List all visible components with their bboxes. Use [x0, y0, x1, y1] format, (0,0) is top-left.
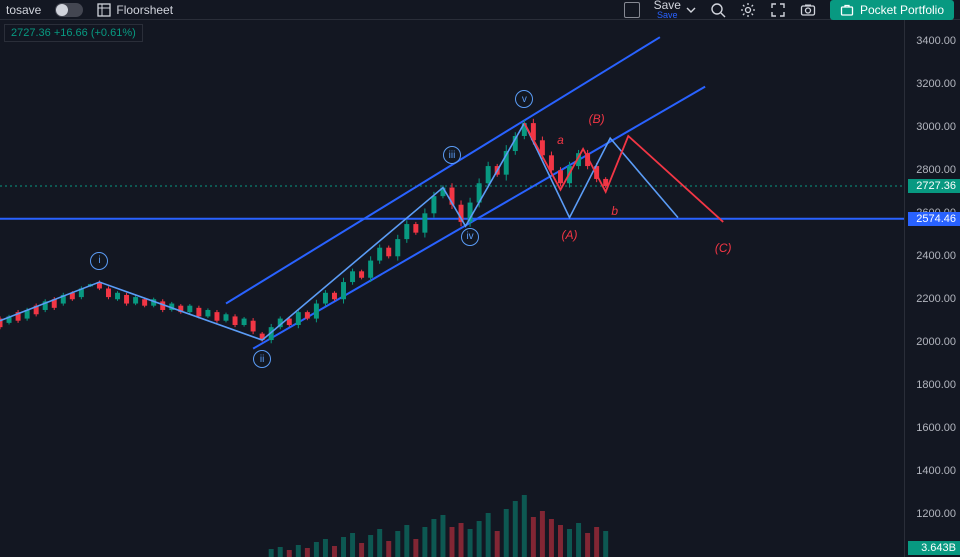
ticker-pct: (+0.61%) — [91, 27, 136, 39]
settings-icon[interactable] — [740, 2, 756, 18]
price-tick: 1800.00 — [916, 379, 956, 391]
chart-svg — [0, 20, 960, 557]
chart-area[interactable]: 2727.36 +16.66 (+0.61%) 3400.00 3200.00 30… — [0, 20, 960, 557]
table-icon — [97, 3, 111, 17]
price-tick: 3200.00 — [916, 78, 956, 90]
autosave-label: tosave — [6, 3, 41, 17]
price-tick: 2400.00 — [916, 250, 956, 262]
search-icon[interactable] — [710, 2, 726, 18]
camera-icon[interactable] — [800, 2, 816, 18]
price-tick: 1200.00 — [916, 508, 956, 520]
ticker-badge: 2727.36 +16.66 (+0.61%) — [4, 24, 143, 42]
floorsheet-button[interactable]: Floorsheet — [97, 3, 173, 17]
price-axis[interactable]: 3400.003200.003000.002800.002600.002400.… — [904, 20, 960, 557]
toolbar-left: tosave Floorsheet — [6, 3, 173, 17]
price-tick: 2000.00 — [916, 336, 956, 348]
price-tick: 2200.00 — [916, 293, 956, 305]
autosave-toggle[interactable] — [55, 3, 83, 17]
price-tick: 1600.00 — [916, 422, 956, 434]
save-button[interactable]: Save Save — [654, 0, 696, 20]
price-tick: 3000.00 — [916, 121, 956, 133]
ticker-change: +16.66 — [54, 27, 88, 39]
save-sublabel: Save — [657, 11, 678, 20]
pocket-portfolio-button[interactable]: Pocket Portfolio — [830, 0, 954, 20]
ticker-price: 2727.36 — [11, 27, 51, 39]
briefcase-icon — [840, 3, 854, 17]
toolbar-right: Save Save Pocket Portfolio — [624, 0, 954, 20]
pocket-label: Pocket Portfolio — [860, 3, 944, 17]
price-tick: 2800.00 — [916, 164, 956, 176]
price-tick: 1400.00 — [916, 465, 956, 477]
fullscreen-icon[interactable] — [770, 2, 786, 18]
chevron-down-icon — [686, 5, 696, 15]
top-toolbar: tosave Floorsheet Save Save — [0, 0, 960, 20]
price-tag: 2727.36 — [908, 179, 960, 193]
volume-tag: 3.643B — [908, 541, 960, 555]
price-tick: 3400.00 — [916, 35, 956, 47]
select-tool-button[interactable] — [624, 2, 640, 18]
price-tag: 2574.46 — [908, 212, 960, 226]
floorsheet-label: Floorsheet — [116, 3, 173, 17]
